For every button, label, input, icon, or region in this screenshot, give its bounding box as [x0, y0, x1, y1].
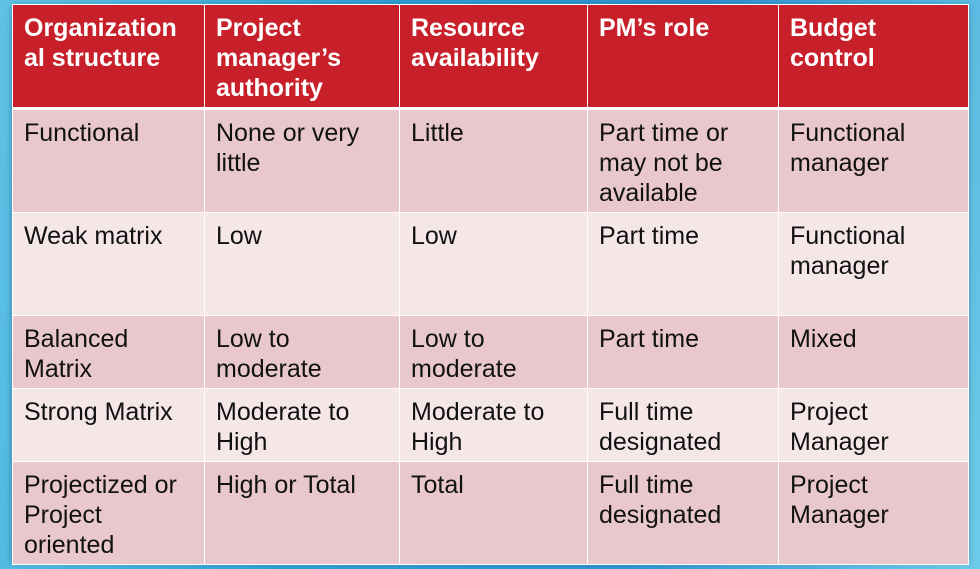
table-cell: Low to moderate [204, 315, 400, 389]
table-cell: Part time [587, 212, 779, 316]
table-row: Projectized or Project oriented High or … [12, 461, 969, 565]
table-row: Functional None or very little Little Pa… [12, 108, 969, 213]
table-cell: High or Total [204, 461, 400, 565]
table-row: Weak matrix Low Low Part time Functional… [12, 212, 969, 316]
table-cell: Mixed [778, 315, 969, 389]
table-cell: Low [399, 212, 588, 316]
header-budget-control: Budget control [778, 4, 969, 110]
table-cell: Strong Matrix [12, 388, 205, 462]
table-row: Strong Matrix Moderate to High Moderate … [12, 388, 969, 462]
header-resource-availability: Resource availability [399, 4, 588, 110]
table-cell: Weak matrix [12, 212, 205, 316]
table-cell: Little [399, 108, 588, 213]
table-row: Balanced Matrix Low to moderate Low to m… [12, 315, 969, 389]
table-cell: Full time designated [587, 461, 779, 565]
table-cell: Full time designated [587, 388, 779, 462]
table-cell: Part time or may not be available [587, 108, 779, 213]
table-cell: Low to moderate [399, 315, 588, 389]
table-cell: None or very little [204, 108, 400, 213]
table-cell: Balanced Matrix [12, 315, 205, 389]
table-cell: Projectized or Project oriented [12, 461, 205, 565]
table-cell: Project Manager [778, 461, 969, 565]
header-pm-role: PM’s role [587, 4, 779, 110]
table-cell: Functional [12, 108, 205, 213]
table-cell: Low [204, 212, 400, 316]
table-cell: Moderate to High [399, 388, 588, 462]
comparison-table-container: Organization al structure Project manage… [12, 4, 969, 565]
header-pm-authority: Project manager’s authority [204, 4, 400, 110]
table-cell: Functional manager [778, 108, 969, 213]
table-cell: Functional manager [778, 212, 969, 316]
table-cell: Total [399, 461, 588, 565]
header-row: Organization al structure Project manage… [12, 4, 969, 110]
organizational-structure-table: Organization al structure Project manage… [12, 4, 969, 565]
table-cell: Part time [587, 315, 779, 389]
table-cell: Project Manager [778, 388, 969, 462]
table-cell: Moderate to High [204, 388, 400, 462]
header-organizational-structure: Organization al structure [12, 4, 205, 110]
